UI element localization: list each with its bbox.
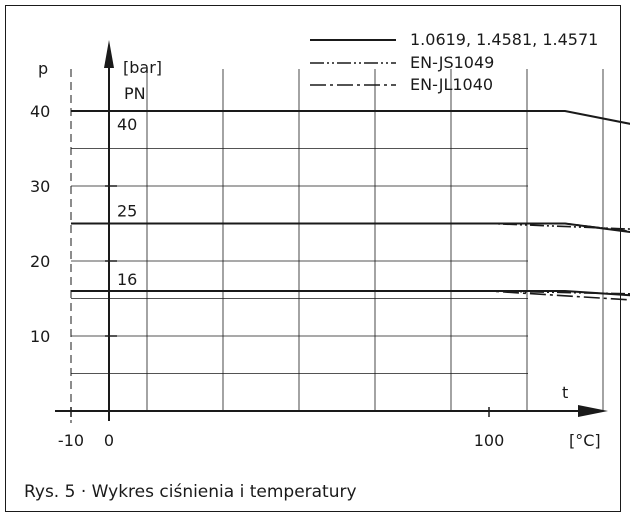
pn-label: 16 xyxy=(117,270,137,289)
pn-label: 25 xyxy=(117,202,137,221)
pn-label: 40 xyxy=(117,115,137,134)
series-layer xyxy=(71,110,630,301)
x-axis-unit: [°C] xyxy=(569,431,601,450)
figure-frame xyxy=(5,5,621,512)
y-tick-label: 40 xyxy=(30,102,50,121)
y-tick-label: 20 xyxy=(30,252,50,271)
x-tick-label: 100 xyxy=(474,431,505,450)
legend: 1.0619, 1.4581, 1.4571 EN-JS1049 EN-JL1040 xyxy=(310,30,598,94)
y-tick-label: 10 xyxy=(30,327,50,346)
series-line-pn40-solid xyxy=(71,110,630,125)
series-line-pn25-dash-dot xyxy=(71,222,630,233)
x-axis-symbol: t xyxy=(562,383,568,402)
x-tick-label: 0 xyxy=(104,431,114,450)
figure-caption: Rys. 5 · Wykres ciśnienia i temperatury xyxy=(24,482,357,502)
y-tick-label: 30 xyxy=(30,177,50,196)
grid xyxy=(70,69,604,423)
legend-label: 1.0619, 1.4581, 1.4571 xyxy=(410,30,598,49)
legend-label: EN-JL1040 xyxy=(410,75,493,94)
labels: 10203040-100100150200220p[bar]PNt[°C]402… xyxy=(30,58,601,450)
y-axis-unit: [bar] xyxy=(123,58,162,77)
series-line-pn16-dash-dot-dot xyxy=(71,290,630,295)
series-line-pn16-dash-dot xyxy=(71,290,630,301)
y-axis-arrow xyxy=(104,40,114,68)
series-line-pn25-dash-dot-dot xyxy=(71,222,630,230)
series-line-pn25-solid xyxy=(71,222,630,234)
legend-label: EN-JS1049 xyxy=(410,53,494,72)
axes xyxy=(55,40,608,421)
y-axis-pn-label: PN xyxy=(124,84,146,103)
x-axis-arrow xyxy=(578,405,608,417)
series-line-pn16-solid xyxy=(71,290,630,297)
x-tick-label: -10 xyxy=(58,431,84,450)
y-axis-symbol: p xyxy=(38,59,48,78)
